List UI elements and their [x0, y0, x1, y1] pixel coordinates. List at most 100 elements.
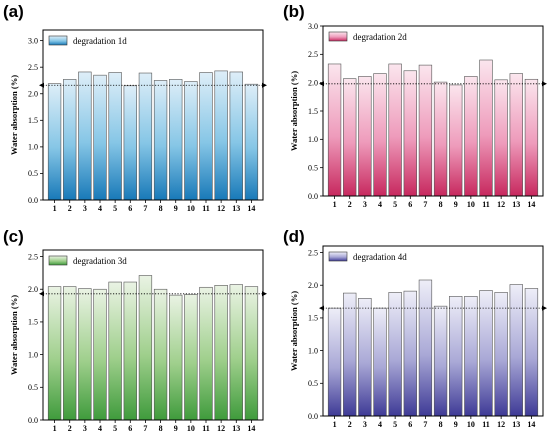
axes-frame [322, 245, 544, 417]
x-tick-label: 7 [143, 424, 147, 433]
legend-label: degradation 3d [73, 256, 127, 266]
x-tick-label: 13 [512, 420, 520, 429]
x-tick-label: 8 [159, 204, 163, 213]
x-tick-label: 5 [113, 424, 117, 433]
chart-panel-4: (d)0.00.51.01.52.02.51 2 3 4 5 6 7 8 9 10 11 12 13 14… [283, 227, 547, 429]
y-tick-label: 1.0 [28, 350, 38, 359]
y-tick-label: 1.0 [308, 346, 318, 355]
x-tick-label: 3 [363, 200, 367, 209]
panel-label: (c) [3, 227, 24, 246]
axes-frame [42, 249, 264, 421]
x-tick-label: 1 [333, 200, 337, 209]
legend-swatch [328, 251, 348, 262]
x-tick-label: 3 [83, 424, 87, 433]
panel-label: (a) [3, 2, 24, 21]
x-tick-label: 14 [527, 420, 535, 429]
y-tick-label: 0.5 [308, 379, 318, 388]
x-tick-label: 11 [202, 424, 210, 433]
y-tick-label: 2.0 [308, 78, 318, 87]
chart-panel-2: (b)0.00.51.01.52.02.53.01 2 3 4 5 6 7 8 9 10 11 12 1… [283, 2, 547, 209]
bar-8 [153, 288, 168, 421]
legend: degradation 4d [328, 251, 407, 262]
x-tick-label: 13 [232, 424, 240, 433]
bar-11 [199, 286, 213, 421]
bar-7 [418, 64, 433, 197]
bar-11 [479, 59, 493, 197]
y-tick-label: 2.5 [28, 63, 38, 72]
bar-2 [63, 79, 77, 201]
y-tick-label: 0.5 [28, 169, 38, 178]
bar-10 [184, 81, 198, 201]
bar-3 [78, 71, 92, 201]
x-tick-label: 5 [113, 204, 117, 213]
bar-2 [343, 292, 357, 417]
y-tick-label: 1.0 [308, 135, 318, 144]
bar-9 [169, 294, 183, 421]
x-tick-label: 14 [247, 424, 255, 433]
y-tick-label: 1.5 [28, 318, 38, 327]
x-tick-label: 6 [408, 420, 412, 429]
bar-6 [403, 290, 417, 417]
legend-swatch [328, 31, 348, 42]
bar-10 [184, 294, 198, 421]
legend-swatch [48, 255, 68, 266]
bar-14 [524, 78, 539, 197]
bar-9 [449, 296, 463, 417]
x-tick-label: 13 [232, 204, 240, 213]
legend: degradation 3d [48, 255, 127, 266]
bar-9 [449, 84, 463, 197]
x-tick-label: 11 [482, 420, 490, 429]
bar-1 [47, 286, 62, 421]
bar-12 [494, 292, 508, 417]
bar-6 [123, 85, 137, 201]
bar-5 [388, 292, 402, 417]
bar-7 [418, 279, 433, 417]
x-tick-label: 2 [68, 424, 72, 433]
bar-7 [138, 72, 153, 201]
x-tick-label: 4 [98, 204, 102, 213]
legend: degradation 2d [328, 31, 407, 42]
x-tick-label: 5 [393, 200, 397, 209]
bar-1 [47, 83, 62, 201]
x-tick-label: 12 [217, 424, 225, 433]
x-tick-label: 7 [423, 200, 427, 209]
x-tick-label: 3 [83, 204, 87, 213]
bar-4 [373, 73, 387, 197]
x-tick-label: 10 [187, 424, 195, 433]
legend-swatch [48, 35, 68, 46]
bar-1 [327, 307, 342, 417]
x-tick-label: 8 [439, 200, 443, 209]
y-tick-label: 1.5 [28, 116, 38, 125]
y-axis-title: Water absorption (%) [9, 75, 19, 155]
axes-frame [42, 29, 264, 201]
x-tick-label: 1 [333, 420, 337, 429]
x-tick-label: 13 [512, 200, 520, 209]
y-tick-label: 0.0 [308, 412, 318, 421]
x-tick-label: 1 [53, 424, 57, 433]
bar-6 [123, 281, 137, 421]
bar-11 [479, 290, 493, 417]
bar-8 [153, 80, 168, 201]
x-tick-label: 8 [159, 424, 163, 433]
chart-panel-1: (a)0.00.51.01.52.02.53.01 2 3 4 5 6 7 8 9 10 11 12 1… [3, 2, 267, 213]
bar-13 [509, 284, 523, 417]
chart-panel-3: (c)0.00.51.01.52.02.51 2 3 4 5 6 7 8 9 10 11 12 13 14… [3, 227, 267, 433]
bar-4 [93, 288, 107, 421]
y-tick-label: 2.0 [28, 285, 38, 294]
y-tick-label: 1.0 [28, 143, 38, 152]
bar-14 [244, 286, 259, 421]
bar-6 [403, 70, 417, 197]
bar-4 [93, 74, 107, 201]
legend-label: degradation 2d [353, 32, 407, 42]
bar-14 [524, 288, 539, 417]
x-tick-label: 2 [348, 420, 352, 429]
x-tick-label: 12 [497, 200, 505, 209]
x-tick-label: 6 [128, 204, 132, 213]
y-tick-label: 1.5 [308, 107, 318, 116]
y-tick-label: 0.5 [28, 383, 38, 392]
y-tick-label: 2.5 [308, 248, 318, 257]
x-tick-label: 4 [378, 420, 382, 429]
bar-12 [214, 70, 228, 201]
bar-3 [358, 298, 372, 417]
